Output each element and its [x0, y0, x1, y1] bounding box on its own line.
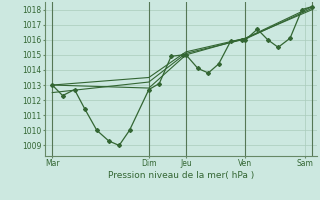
X-axis label: Pression niveau de la mer( hPa ): Pression niveau de la mer( hPa )	[108, 171, 254, 180]
